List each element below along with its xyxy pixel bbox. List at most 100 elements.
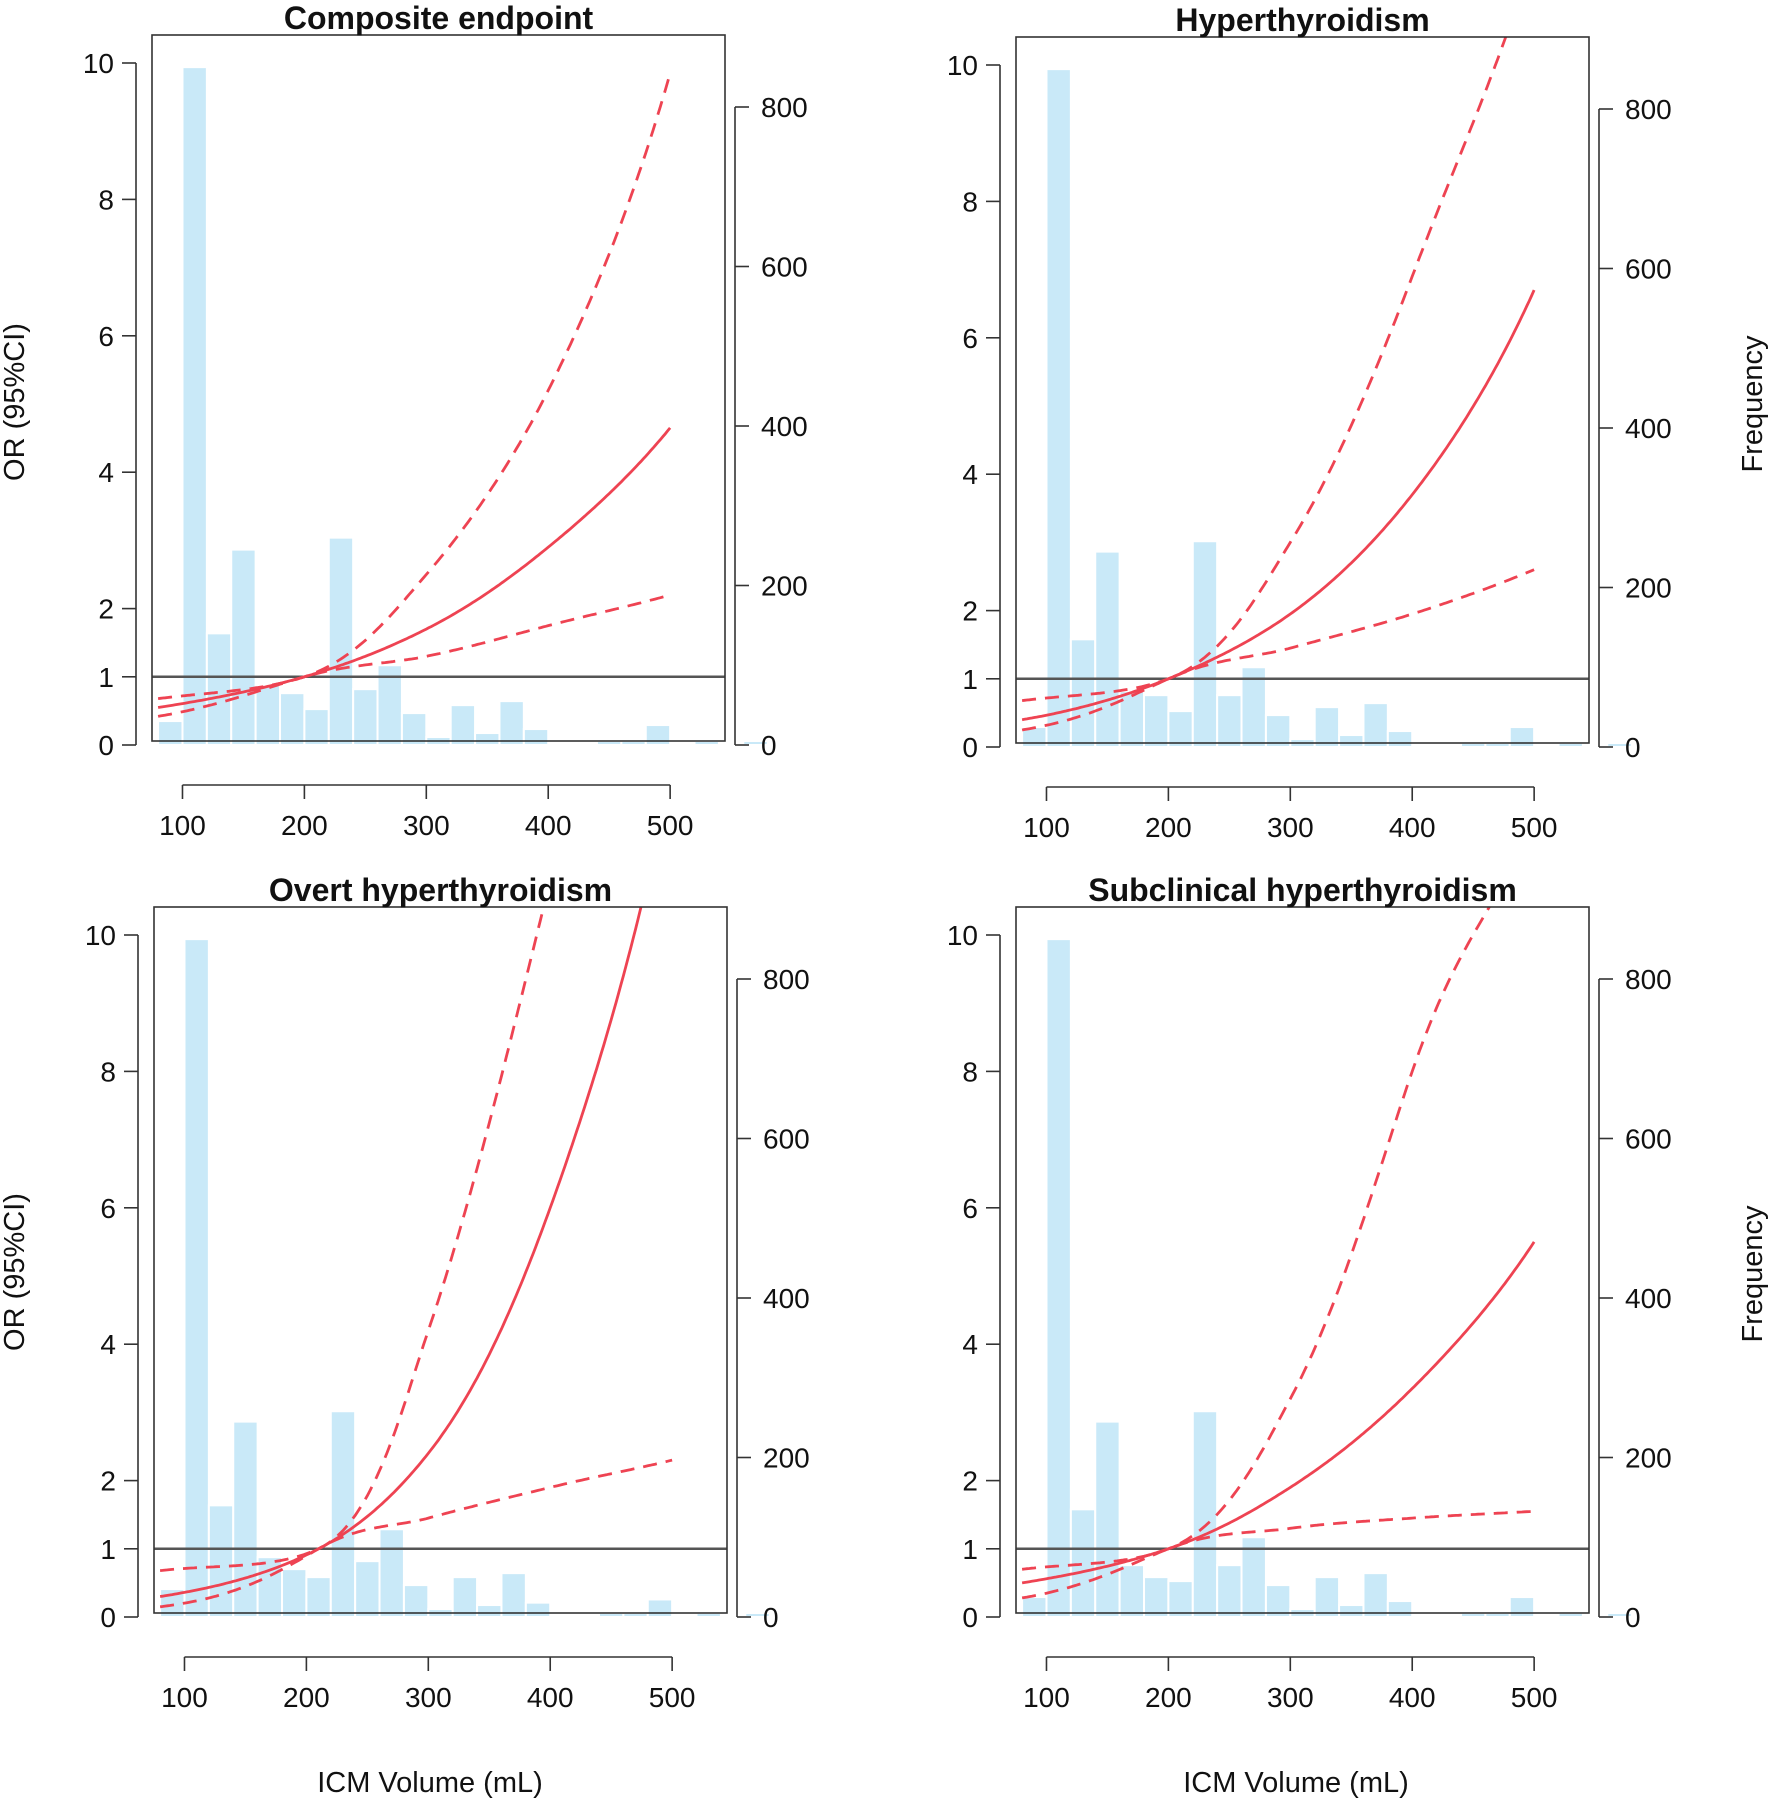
histogram-bar xyxy=(181,66,208,746)
x-tick-label: 200 xyxy=(1145,812,1192,843)
histogram xyxy=(1021,68,1633,749)
x-tick-label: 500 xyxy=(649,1682,696,1713)
x-tick-label: 300 xyxy=(1267,812,1314,843)
panel-title: Composite endpoint xyxy=(284,0,594,36)
right-tick-label: 800 xyxy=(1625,94,1672,125)
histogram-bar xyxy=(1240,1536,1267,1618)
plot-frame xyxy=(151,34,726,742)
left-tick-label: 8 xyxy=(962,186,978,217)
histogram-bar xyxy=(1045,938,1072,1618)
left-tick-label: 1 xyxy=(962,664,978,695)
histogram-bar xyxy=(1143,1576,1170,1618)
histogram-bar xyxy=(1094,550,1121,748)
histogram-bar xyxy=(646,1598,674,1619)
lower-ci-curve xyxy=(159,1458,673,1609)
left-tick-label: 0 xyxy=(962,732,978,763)
histogram-bar xyxy=(524,1601,552,1619)
histogram-bar xyxy=(742,740,769,747)
plot-frame xyxy=(1015,906,1590,1614)
x-tick-label: 100 xyxy=(159,810,206,841)
histogram-bar xyxy=(205,632,233,746)
plot-frame xyxy=(153,906,728,1614)
histogram-bar xyxy=(449,704,477,746)
x-tick-label: 400 xyxy=(1389,812,1436,843)
right-tick-label: 0 xyxy=(761,730,777,761)
right-tick-label: 800 xyxy=(761,92,808,123)
histogram-bar xyxy=(329,1410,357,1618)
right-axis-label-top: Frequency xyxy=(1737,335,1769,473)
histogram-bar xyxy=(1606,1612,1633,1619)
x-tick-label: 200 xyxy=(1145,1682,1192,1713)
histogram xyxy=(157,66,769,747)
histogram-bar xyxy=(400,712,428,746)
histogram-bar xyxy=(1338,1604,1365,1618)
histogram-bar xyxy=(402,1584,430,1618)
right-tick-label: 0 xyxy=(763,1602,779,1633)
histogram-bar xyxy=(1386,730,1414,748)
histogram-bar xyxy=(522,728,550,746)
x-tick-label: 400 xyxy=(1389,1682,1436,1713)
right-tick-label: 600 xyxy=(1625,254,1672,285)
right-tick-label: 800 xyxy=(763,964,810,995)
histogram-bar xyxy=(207,1504,235,1618)
x-tick-label: 100 xyxy=(1023,812,1070,843)
left-tick-label: 1 xyxy=(962,1534,978,1565)
histogram-bar xyxy=(476,1604,503,1618)
histogram-bar xyxy=(1094,1420,1121,1618)
x-tick-label: 500 xyxy=(1511,1682,1558,1713)
left-tick-label: 6 xyxy=(962,323,978,354)
histogram-bar xyxy=(1386,1600,1414,1618)
x-tick-label: 100 xyxy=(1023,1682,1070,1713)
right-tick-label: 600 xyxy=(1625,1124,1672,1155)
curves xyxy=(1021,37,1536,732)
histogram-bar xyxy=(183,938,210,1618)
x-tick-label: 200 xyxy=(281,810,328,841)
right-tick-label: 600 xyxy=(761,252,808,283)
histogram-bar xyxy=(1216,1564,1243,1618)
left-tick-label: 4 xyxy=(98,457,114,488)
or-curve xyxy=(159,907,643,1598)
histogram-bar xyxy=(1508,1596,1536,1618)
histogram-bar xyxy=(1216,694,1243,748)
x-tick-label: 400 xyxy=(525,810,572,841)
left-tick-label: 8 xyxy=(98,184,114,215)
histogram-bar xyxy=(1338,734,1365,748)
x-tick-label: 300 xyxy=(1267,1682,1314,1713)
curves xyxy=(159,907,673,1609)
histogram-bar xyxy=(1167,710,1194,748)
or-curve xyxy=(1021,1241,1536,1585)
right-tick-label: 0 xyxy=(1625,732,1641,763)
left-tick-label: 1 xyxy=(98,662,114,693)
left-tick-label: 4 xyxy=(100,1329,116,1360)
upper-ci-curve xyxy=(1021,37,1508,702)
left-tick-label: 2 xyxy=(962,596,978,627)
x-tick-label: 300 xyxy=(403,810,450,841)
histogram-bar xyxy=(498,700,525,747)
histogram-bar xyxy=(254,684,282,746)
right-tick-label: 0 xyxy=(1625,1602,1641,1633)
upper-ci-curve xyxy=(159,907,546,1572)
left-tick-label: 10 xyxy=(947,50,978,81)
x-axis: 100 200 300 400 500 xyxy=(161,1656,696,1713)
histogram-bar xyxy=(376,664,403,746)
histogram-bar xyxy=(1118,690,1146,748)
lower-ci-curve xyxy=(157,593,671,718)
right-axis: 0 200 400 600 800 xyxy=(734,92,808,761)
right-tick-label: 400 xyxy=(1625,1283,1672,1314)
histogram-bar xyxy=(305,1576,332,1618)
right-tick-label: 600 xyxy=(763,1124,810,1155)
x-tick-label: 400 xyxy=(527,1682,574,1713)
x-tick-label: 100 xyxy=(161,1682,208,1713)
left-axis-label-bottom: OR (95%CI) xyxy=(0,1193,31,1351)
right-tick-label: 400 xyxy=(763,1283,810,1314)
x-tick-label: 500 xyxy=(647,810,694,841)
left-tick-label: 6 xyxy=(98,321,114,352)
lower-ci-curve xyxy=(1021,568,1535,732)
left-tick-label: 0 xyxy=(98,730,114,761)
left-tick-label: 4 xyxy=(962,459,978,490)
right-axis: 0 200 400 600 800 xyxy=(1598,964,1672,1633)
right-axis-label-bottom: Frequency xyxy=(1737,1205,1769,1343)
